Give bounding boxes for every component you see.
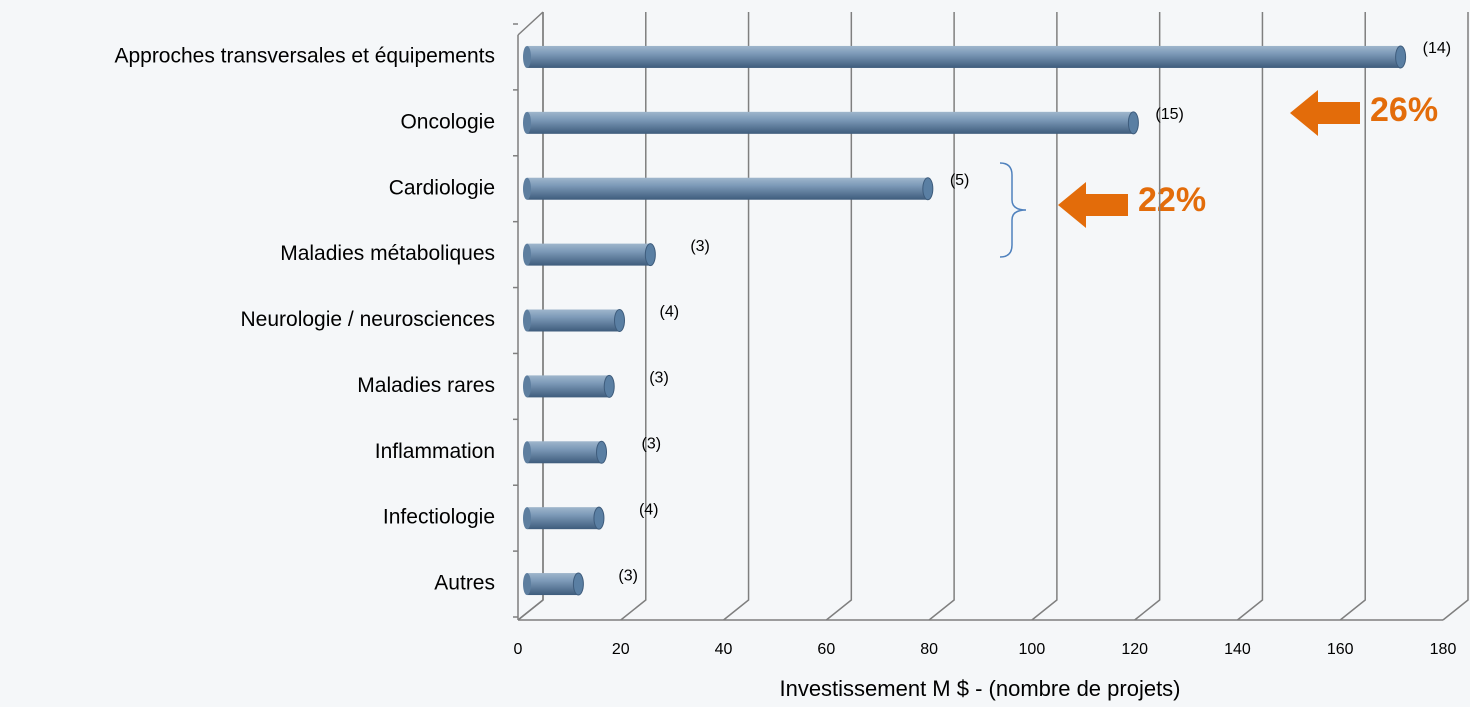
grid-line <box>1031 12 1058 621</box>
bar <box>523 506 605 530</box>
x-tick-label: 100 <box>1019 641 1046 658</box>
x-tick-label: 140 <box>1224 641 1251 658</box>
grid-line <box>620 12 647 621</box>
y-tick-label: Cardiologie <box>389 176 495 199</box>
count-label: (3) <box>690 238 710 255</box>
x-tick-label: 80 <box>920 641 938 658</box>
x-tick-label: 0 <box>514 641 523 658</box>
bar <box>523 309 625 332</box>
x-tick-label: 40 <box>715 641 733 658</box>
x-tick-label: 60 <box>817 641 835 658</box>
annotation: 22% <box>1138 181 1206 219</box>
bar <box>523 243 656 267</box>
x-tick-label: 180 <box>1430 641 1457 658</box>
x-tick-label: 160 <box>1327 641 1354 658</box>
grid-line <box>928 12 955 621</box>
y-tick-label: Maladies rares <box>357 374 495 397</box>
y-tick-label: Inflammation <box>375 440 495 463</box>
grid-line <box>1339 12 1366 621</box>
arrow <box>1290 90 1360 136</box>
annotation: 26% <box>1370 91 1438 129</box>
grid-line <box>1236 12 1264 621</box>
count-label: (4) <box>639 501 659 518</box>
count-label: (3) <box>649 370 669 387</box>
y-tick-label: Infectiologie <box>383 506 495 529</box>
bar <box>523 440 608 464</box>
y-tick-label: Oncologie <box>400 110 495 133</box>
grid-line <box>517 12 544 621</box>
bar <box>523 374 615 398</box>
y-tick-label: Approches transversales et équipements <box>114 44 495 67</box>
count-label: (3) <box>642 435 662 452</box>
grid-line <box>1134 12 1161 621</box>
y-tick-label: Maladies métaboliques <box>280 242 495 265</box>
bar <box>523 572 584 596</box>
count-label: (3) <box>618 567 638 584</box>
x-axis-title: Investissement M $ - (nombre de projets) <box>779 676 1180 701</box>
x-tick-label: 120 <box>1121 641 1148 658</box>
count-label: (14) <box>1423 40 1451 57</box>
count-label: (15) <box>1155 106 1183 123</box>
bar <box>523 111 1139 135</box>
bar <box>523 45 1407 69</box>
y-tick-label: Neurologie / neurosciences <box>241 308 495 331</box>
y-tick-label: Autres <box>434 572 495 595</box>
arrow <box>1058 182 1128 228</box>
grid-line <box>825 12 853 621</box>
x-tick-label: 20 <box>612 641 630 658</box>
count-label: (4) <box>660 304 680 321</box>
brace <box>999 162 1027 258</box>
count-label: (5) <box>950 172 970 189</box>
grid-line <box>723 12 750 621</box>
grid-line <box>1442 12 1469 621</box>
bar <box>523 177 934 201</box>
